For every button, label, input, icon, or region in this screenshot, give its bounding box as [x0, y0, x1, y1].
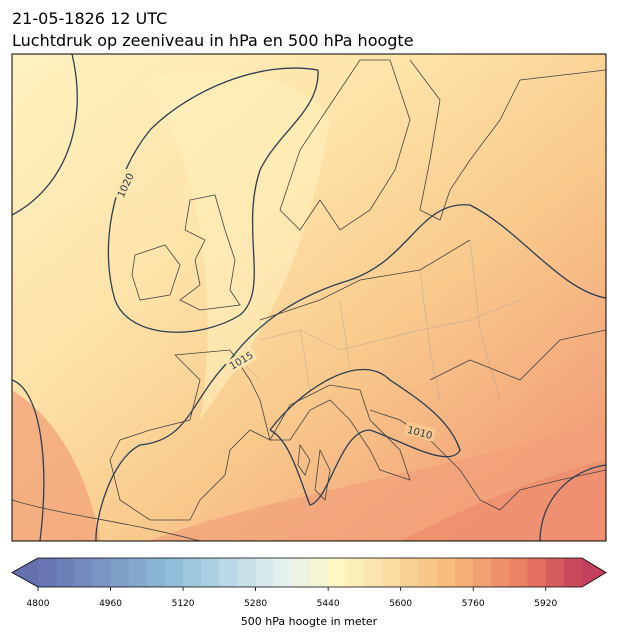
colorbar-bin	[545, 558, 565, 587]
colorbar-extend	[582, 558, 606, 587]
height-band	[140, 70, 330, 421]
colorbar-bin	[346, 558, 365, 587]
colorbar-bin	[146, 558, 166, 587]
coastline	[297, 443, 331, 501]
coastline	[279, 59, 411, 231]
label-backing	[403, 421, 437, 442]
label-backing	[225, 347, 258, 374]
colorbar-tick-label: 5280	[244, 599, 267, 609]
colorbar-tick-label: 5120	[172, 599, 195, 609]
colorbar-bin	[491, 558, 510, 587]
colorbar-bin	[527, 558, 547, 587]
colorbar-bin	[38, 558, 57, 587]
isobar	[12, 54, 78, 216]
colorbar-extend	[12, 558, 38, 587]
colorbar-bin	[563, 558, 583, 587]
colorbar-frame	[11, 557, 607, 588]
colorbar-bin	[219, 558, 238, 587]
colorbar-bin	[56, 558, 75, 587]
colorbar-tick-label: 5920	[534, 599, 557, 609]
colorbar-bin	[291, 558, 311, 587]
isobar	[12, 379, 45, 541]
isobar	[95, 204, 606, 541]
colorbar-bin	[364, 558, 384, 587]
colorbar-label: 500 hPa hoogte in meter	[241, 615, 378, 628]
isobar	[539, 464, 606, 541]
colorbar-tick-label: 4960	[99, 599, 122, 609]
colorbar-bin	[400, 558, 420, 587]
height-band	[400, 460, 606, 541]
title-line: 21-05-1826 12 UTC	[12, 9, 167, 28]
colorbar-tick-label: 4800	[27, 599, 50, 609]
coastline	[131, 244, 181, 301]
colorbar-bin	[418, 558, 438, 587]
colorbar-bin	[436, 558, 456, 587]
colorbar-bin	[183, 558, 202, 587]
colorbar-tick-label: 5440	[317, 599, 340, 609]
colorbar-tick-label: 5760	[462, 599, 485, 609]
coastline	[409, 59, 606, 221]
colorbar-bin	[128, 558, 148, 587]
coastline	[269, 384, 411, 481]
colorbar-tick-label: 5600	[389, 599, 412, 609]
colorbar-bin	[328, 558, 347, 587]
isobar	[107, 67, 319, 333]
colorbar-bin	[201, 558, 220, 587]
colorbar-bin	[473, 558, 492, 587]
colorbar-bin	[509, 558, 529, 587]
colorbar-bin	[455, 558, 474, 587]
colorbar-bin	[110, 558, 130, 587]
colorbar-bin	[310, 558, 329, 587]
isobar	[269, 368, 461, 506]
label-backing	[112, 168, 138, 202]
colorbar-bin	[255, 558, 275, 587]
coastline	[12, 329, 606, 541]
country-border	[229, 239, 521, 401]
colorbar-bin	[74, 558, 93, 587]
coastline	[109, 349, 271, 521]
title-line: Luchtdruk op zeeniveau in hPa en 500 hPa…	[12, 31, 414, 50]
map: 1020 1015 1010	[12, 54, 606, 541]
coastline	[179, 194, 241, 311]
colorbar-bin	[92, 558, 112, 587]
colorbar-bin	[273, 558, 293, 587]
height-band	[12, 390, 100, 541]
map-frame	[11, 53, 607, 542]
colorbar-bin	[382, 558, 402, 587]
coastline	[259, 239, 471, 321]
colorbar: 4800 4960 5120 5280 5440 5600 5760 5920	[11, 557, 607, 609]
colorbar-bin	[237, 558, 257, 587]
colorbar-bin	[164, 558, 184, 587]
